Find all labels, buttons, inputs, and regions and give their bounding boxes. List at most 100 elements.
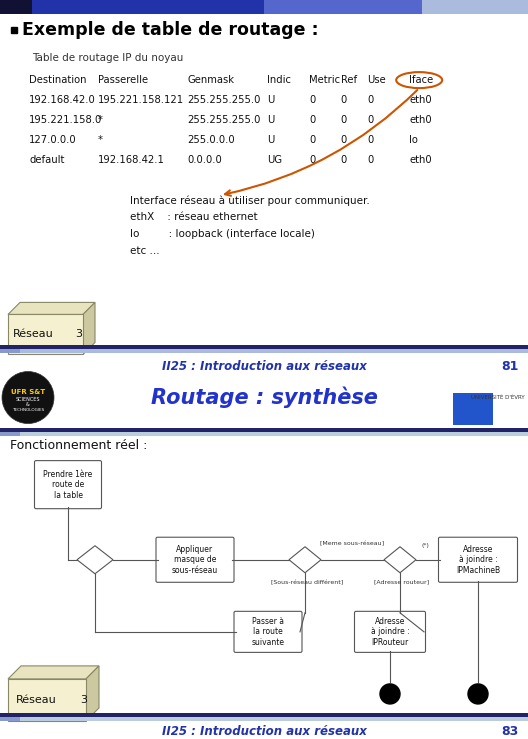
Text: 0: 0: [367, 115, 373, 125]
Text: [Sous-réseau différent]: [Sous-réseau différent]: [271, 580, 343, 585]
Circle shape: [2, 372, 54, 423]
Text: Routage : synthèse: Routage : synthèse: [150, 386, 378, 408]
Text: Exemple de table de routage :: Exemple de table de routage :: [22, 21, 318, 39]
Text: *: *: [98, 115, 102, 125]
Text: Adresse
à joindre :
IPRouteur: Adresse à joindre : IPRouteur: [371, 617, 409, 647]
Text: Réseau: Réseau: [16, 695, 56, 705]
Text: 0: 0: [341, 155, 347, 166]
Text: eth0: eth0: [409, 155, 432, 166]
FancyBboxPatch shape: [156, 537, 234, 582]
Circle shape: [468, 684, 488, 704]
Text: 0: 0: [367, 135, 373, 145]
Polygon shape: [83, 302, 95, 355]
Bar: [8, 679, 86, 721]
Text: 0: 0: [367, 95, 373, 105]
Text: eth0: eth0: [409, 95, 432, 105]
Polygon shape: [86, 666, 99, 721]
Text: 0: 0: [341, 115, 347, 125]
Bar: [453, 392, 493, 425]
Text: 195.221.158.121: 195.221.158.121: [98, 95, 184, 105]
Text: 0.0.0.0: 0.0.0.0: [187, 155, 222, 166]
Bar: [422, 0, 528, 14]
Text: Destination: Destination: [29, 75, 87, 85]
Text: Table de routage IP du noyau: Table de routage IP du noyau: [32, 53, 183, 63]
Bar: [0, 350, 528, 353]
Text: Interface réseau à utiliser pour communiquer.: Interface réseau à utiliser pour communi…: [130, 195, 370, 205]
Text: Ref: Ref: [341, 75, 357, 85]
Text: 0: 0: [309, 115, 315, 125]
Text: Appliquer
masque de
sous-réseau: Appliquer masque de sous-réseau: [172, 545, 218, 575]
FancyBboxPatch shape: [438, 537, 517, 582]
Text: U: U: [267, 95, 274, 105]
Bar: [264, 0, 422, 14]
Text: UG: UG: [267, 155, 282, 166]
Text: UFR S&T: UFR S&T: [11, 389, 45, 395]
Bar: [32, 0, 264, 14]
Text: 255.255.255.0: 255.255.255.0: [187, 115, 261, 125]
Text: Réseau: Réseau: [13, 330, 54, 339]
Text: eth0: eth0: [409, 115, 432, 125]
Text: 3: 3: [75, 330, 82, 339]
Text: 0: 0: [309, 135, 315, 145]
Text: Adresse
à joindre :
IPMachineB: Adresse à joindre : IPMachineB: [456, 545, 500, 575]
Polygon shape: [8, 666, 99, 679]
Text: default: default: [29, 155, 64, 166]
Text: II25 : Introduction aux réseaux: II25 : Introduction aux réseaux: [162, 725, 366, 738]
FancyBboxPatch shape: [34, 460, 101, 508]
Text: (*): (*): [422, 543, 430, 548]
Text: TECHNOLOGIES: TECHNOLOGIES: [12, 407, 44, 412]
Polygon shape: [289, 547, 321, 573]
FancyBboxPatch shape: [234, 611, 302, 653]
Text: Use: Use: [367, 75, 386, 85]
Bar: [20, 350, 528, 353]
Text: 0: 0: [309, 95, 315, 105]
Text: 81: 81: [501, 361, 518, 373]
Text: 83: 83: [502, 725, 518, 738]
Text: U: U: [267, 115, 274, 125]
Bar: [0, 345, 528, 350]
Text: 0: 0: [367, 155, 373, 166]
Text: Indic: Indic: [267, 75, 290, 85]
Circle shape: [380, 684, 400, 704]
Text: Genmask: Genmask: [187, 75, 234, 85]
Polygon shape: [8, 302, 95, 314]
Text: etc ...: etc ...: [130, 246, 159, 256]
Text: *: *: [98, 135, 102, 145]
Text: SCIENCES: SCIENCES: [16, 397, 40, 402]
Text: 255.0.0.0: 255.0.0.0: [187, 135, 235, 145]
Text: U: U: [267, 135, 274, 145]
Text: Metric: Metric: [309, 75, 340, 85]
Polygon shape: [384, 547, 416, 573]
Bar: [0, 713, 528, 717]
Bar: [8, 314, 83, 355]
Bar: [0, 432, 528, 435]
Bar: [20, 432, 528, 435]
Text: UNIVERSITÉ D'ÉVRY: UNIVERSITÉ D'ÉVRY: [471, 395, 525, 400]
Bar: [20, 717, 528, 721]
Text: lo: lo: [409, 135, 418, 145]
Bar: [0, 717, 528, 721]
Bar: [0, 0, 32, 14]
Text: 0: 0: [309, 155, 315, 166]
Text: &: &: [26, 402, 30, 407]
Text: Fonctionnement réel :: Fonctionnement réel :: [10, 439, 147, 452]
Text: Prendre 1ère
route de
la table: Prendre 1ère route de la table: [43, 470, 92, 500]
Text: 255.255.255.0: 255.255.255.0: [187, 95, 261, 105]
Text: Passerelle: Passerelle: [98, 75, 148, 85]
Text: 192.168.42.0: 192.168.42.0: [29, 95, 96, 105]
Text: II25 : Introduction aux réseaux: II25 : Introduction aux réseaux: [162, 361, 366, 373]
Polygon shape: [77, 545, 113, 573]
Text: ethX    : réseau ethernet: ethX : réseau ethernet: [130, 212, 258, 222]
Text: [Meme sous-réseau]: [Meme sous-réseau]: [320, 541, 384, 546]
Text: 3: 3: [80, 695, 87, 705]
Text: 192.168.42.1: 192.168.42.1: [98, 155, 165, 166]
Text: 0: 0: [341, 135, 347, 145]
Text: Iface: Iface: [409, 75, 433, 85]
Text: 195.221.158.0: 195.221.158.0: [29, 115, 102, 125]
Bar: [0, 428, 528, 432]
Text: 0: 0: [341, 95, 347, 105]
Text: [Adresse routeur]: [Adresse routeur]: [374, 580, 430, 585]
Text: Passer à
la route
suivante: Passer à la route suivante: [251, 617, 285, 647]
Text: lo         : loopback (interface locale): lo : loopback (interface locale): [130, 229, 315, 239]
FancyBboxPatch shape: [354, 611, 426, 653]
